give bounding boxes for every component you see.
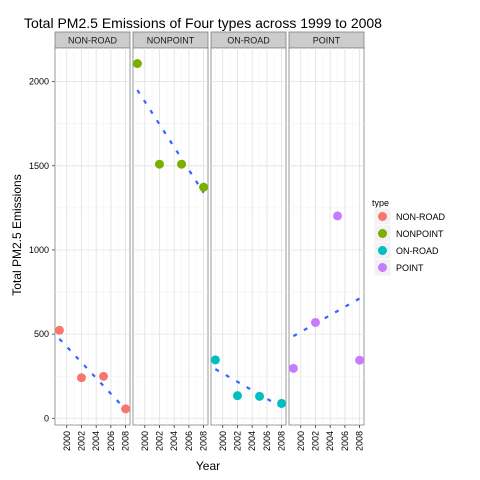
facet-strip-label: NONPOINT [147, 36, 195, 46]
x-tick-label: 2008 [277, 431, 287, 451]
data-point-non-road [54, 325, 64, 335]
x-tick-label: 2006 [106, 431, 116, 451]
data-point-point [310, 317, 320, 327]
x-tick-label: 2000 [140, 431, 150, 451]
x-axis-title: Year [196, 459, 220, 473]
x-tick-label: 2008 [355, 431, 365, 451]
panel-background [288, 47, 365, 426]
facet-panel-non-road: NON-ROAD 2000 2002 2004 2006 2008 [54, 31, 131, 451]
legend-label: ON-ROAD [396, 246, 439, 256]
y-tick-label: 0 [44, 413, 49, 423]
data-point-non-road [76, 373, 86, 383]
x-tick-label: 2004 [169, 431, 179, 451]
x-tick-label: 2002 [76, 431, 86, 451]
data-point-nonpoint [199, 182, 209, 192]
x-tick-label: 2006 [184, 431, 194, 451]
data-point-point [333, 211, 343, 221]
facet-strip-label: NON-ROAD [68, 36, 117, 46]
data-point-on-road [255, 391, 265, 401]
panel-background [54, 47, 131, 426]
data-point-point [288, 363, 298, 373]
legend-label: NONPOINT [396, 229, 444, 239]
facet-panel-point: POINT 2000 2002 2004 2006 2008 [288, 31, 365, 451]
trend-line [136, 89, 205, 194]
legend: type NON-ROAD NONPOINT ON-ROAD POINT [372, 198, 445, 277]
facet-panel-nonpoint: NONPOINT 2000 2002 2004 2006 2008 [132, 31, 209, 451]
y-tick-label: 2000 [29, 77, 49, 87]
x-tick-label: 2006 [262, 431, 272, 451]
facet-strip-label: POINT [313, 36, 341, 46]
data-point-non-road [121, 404, 131, 414]
x-tick-label: 2008 [199, 431, 209, 451]
trend-line [214, 368, 283, 409]
panel-background [210, 47, 287, 426]
data-point-non-road [99, 371, 109, 381]
data-point-on-road [277, 398, 287, 408]
x-tick-label: 2008 [121, 431, 131, 451]
legend-title: type [372, 198, 389, 208]
facet-panels: NON-ROAD 2000 2002 2004 2006 2008 NONPOINT 2000… [54, 31, 365, 451]
data-point-point [355, 355, 365, 365]
facet-strip-label: ON-ROAD [227, 36, 270, 46]
legend-swatch [378, 212, 387, 221]
x-tick-label: 2002 [154, 431, 164, 451]
data-point-nonpoint [154, 159, 164, 169]
trend-line [292, 297, 361, 338]
facet-panel-on-road: ON-ROAD 2000 2002 2004 2006 2008 [210, 31, 287, 451]
y-tick-label: 500 [34, 329, 49, 339]
data-point-on-road [232, 391, 242, 401]
y-axis-title: Total PM2.5 Emissions [10, 174, 24, 295]
data-point-nonpoint [132, 59, 142, 69]
x-tick-label: 2002 [232, 431, 242, 451]
x-tick-label: 2002 [310, 431, 320, 451]
y-tick-label: 1500 [29, 161, 49, 171]
legend-label: NON-ROAD [396, 212, 445, 222]
x-tick-label: 2004 [247, 431, 257, 451]
y-tick-label: 1000 [29, 245, 49, 255]
x-tick-label: 2000 [62, 431, 72, 451]
panel-background [132, 47, 209, 426]
x-tick-label: 2000 [218, 431, 228, 451]
legend-label: POINT [396, 263, 424, 273]
x-tick-label: 2006 [340, 431, 350, 451]
data-point-nonpoint [177, 159, 187, 169]
x-tick-label: 2004 [325, 431, 335, 451]
legend-swatch [378, 263, 387, 272]
trend-line [58, 338, 127, 411]
x-tick-label: 2000 [296, 431, 306, 451]
x-tick-label: 2004 [91, 431, 101, 451]
y-axis: 0 500 1000 1500 2000 [29, 77, 55, 423]
chart-title: Total PM2.5 Emissions of Four types acro… [24, 15, 382, 31]
legend-swatch [378, 229, 387, 238]
legend-swatch [378, 246, 387, 255]
data-point-on-road [210, 355, 220, 365]
